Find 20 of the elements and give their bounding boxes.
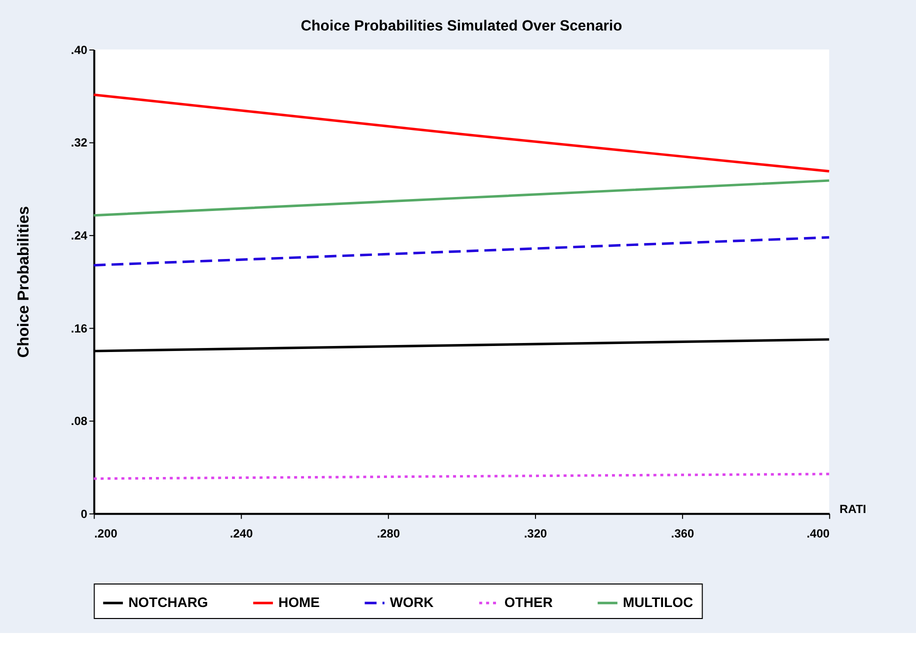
y-tick-label: 0 [80, 506, 88, 521]
legend-label: OTHER [504, 594, 553, 610]
legend-label: WORK [390, 594, 434, 610]
legend-label: MULTILOC [622, 594, 694, 610]
x-tick-label: .240 [230, 526, 254, 541]
y-tick-label: .16 [70, 321, 88, 336]
x-tick-label: .320 [524, 526, 548, 541]
y-tick-label: .08 [70, 414, 88, 428]
y-tick-label: .40 [70, 42, 88, 57]
x-axis-title: RATI [840, 502, 866, 516]
x-tick-label: .200 [94, 526, 118, 541]
x-tick-label: .360 [671, 526, 694, 541]
legend-label: HOME [278, 594, 320, 610]
y-tick-label: .32 [70, 136, 88, 150]
y-axis-title: Choice Probabilities [15, 206, 32, 358]
y-tick-label: .24 [70, 228, 88, 243]
x-tick-label: .400 [806, 526, 830, 541]
chart-title: Choice Probabilities Simulated Over Scenario [300, 18, 622, 35]
x-tick-label: .280 [376, 526, 400, 541]
legend-label: NOTCHARG [128, 594, 208, 610]
